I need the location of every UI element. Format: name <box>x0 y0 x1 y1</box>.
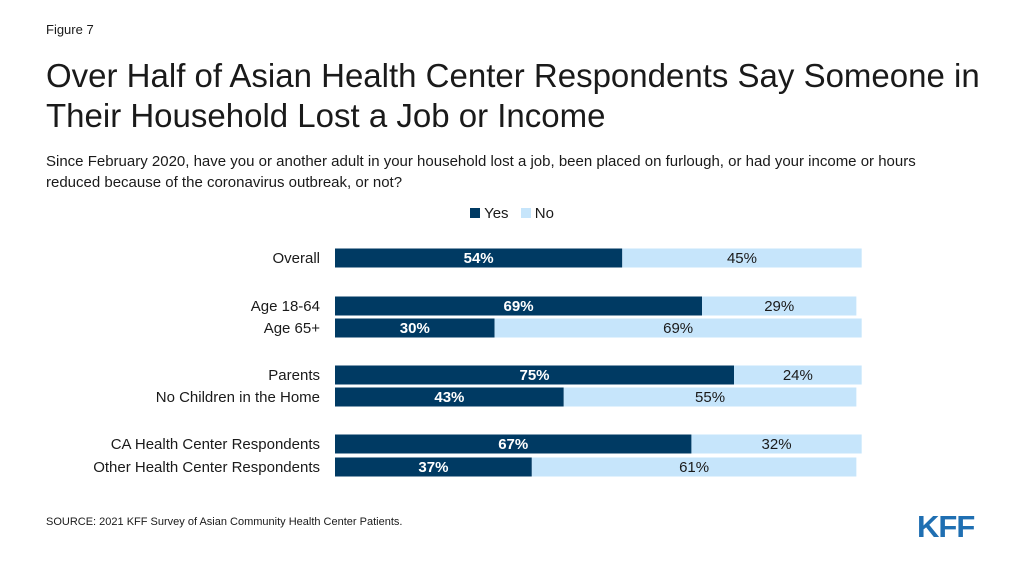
bar-yes-other-health-center-respondents <box>335 457 532 477</box>
source-note: SOURCE: 2021 KFF Survey of Asian Communi… <box>46 516 403 528</box>
data-label-no-age-65: 69% <box>663 320 693 337</box>
legend: Yes No <box>0 205 1024 222</box>
data-label-yes-age-18-64: 69% <box>504 298 534 315</box>
category-label-age-18-64: Age 18-64 <box>251 298 320 315</box>
bar-yes-parents <box>335 365 734 385</box>
bar-no-overall <box>622 248 862 268</box>
kff-logo: KFF <box>917 509 975 544</box>
bar-yes-ca-health-center-respondents <box>335 434 692 454</box>
category-label-no-children-in-the-home: No Children in the Home <box>156 389 320 406</box>
data-label-no-parents: 24% <box>783 367 813 384</box>
legend-item-yes: Yes <box>470 205 509 222</box>
category-label-overall: Overall <box>272 250 320 267</box>
data-label-no-age-18-64: 29% <box>764 298 794 315</box>
legend-item-no: No <box>520 205 554 222</box>
bar-no-other-health-center-respondents <box>531 457 857 477</box>
chart-subtitle: Since February 2020, have you or another… <box>46 153 916 191</box>
bar-yes-no-children-in-the-home <box>335 387 564 407</box>
data-label-no-no-children-in-the-home: 55% <box>695 389 725 406</box>
data-label-no-ca-health-center-respondents: 32% <box>762 436 792 453</box>
category-label-ca-health-center-respondents: CA Health Center Respondents <box>111 436 320 453</box>
data-label-yes-overall: 54% <box>464 250 494 267</box>
figure-label: Figure 7 <box>46 22 94 37</box>
bar-yes-age-18-64 <box>335 296 703 316</box>
data-label-no-overall: 45% <box>727 250 757 267</box>
bar-no-no-children-in-the-home <box>563 387 857 407</box>
data-label-yes-no-children-in-the-home: 43% <box>434 389 464 406</box>
chart-title: Over Half of Asian Health Center Respond… <box>46 57 980 134</box>
bar-no-ca-health-center-respondents <box>691 434 862 454</box>
data-label-yes-parents: 75% <box>519 367 549 384</box>
category-label-parents: Parents <box>268 367 320 384</box>
legend-swatch-no <box>520 208 531 218</box>
data-label-no-other-health-center-respondents: 61% <box>679 459 709 476</box>
bar-no-parents <box>734 365 862 385</box>
bar-no-age-18-64 <box>702 296 857 316</box>
data-label-yes-ca-health-center-respondents: 67% <box>498 436 528 453</box>
legend-label-no: No <box>534 205 554 222</box>
bar-yes-age-65 <box>335 318 495 338</box>
category-label-age-65: Age 65+ <box>264 320 321 337</box>
category-label-other-health-center-respondents: Other Health Center Respondents <box>93 459 320 476</box>
bar-yes-overall <box>335 248 623 268</box>
data-label-yes-other-health-center-respondents: 37% <box>418 459 448 476</box>
legend-label-yes: Yes <box>484 205 509 222</box>
data-label-yes-age-65: 30% <box>400 320 430 337</box>
legend-swatch-yes <box>470 208 481 218</box>
bar-no-age-65 <box>494 318 862 338</box>
